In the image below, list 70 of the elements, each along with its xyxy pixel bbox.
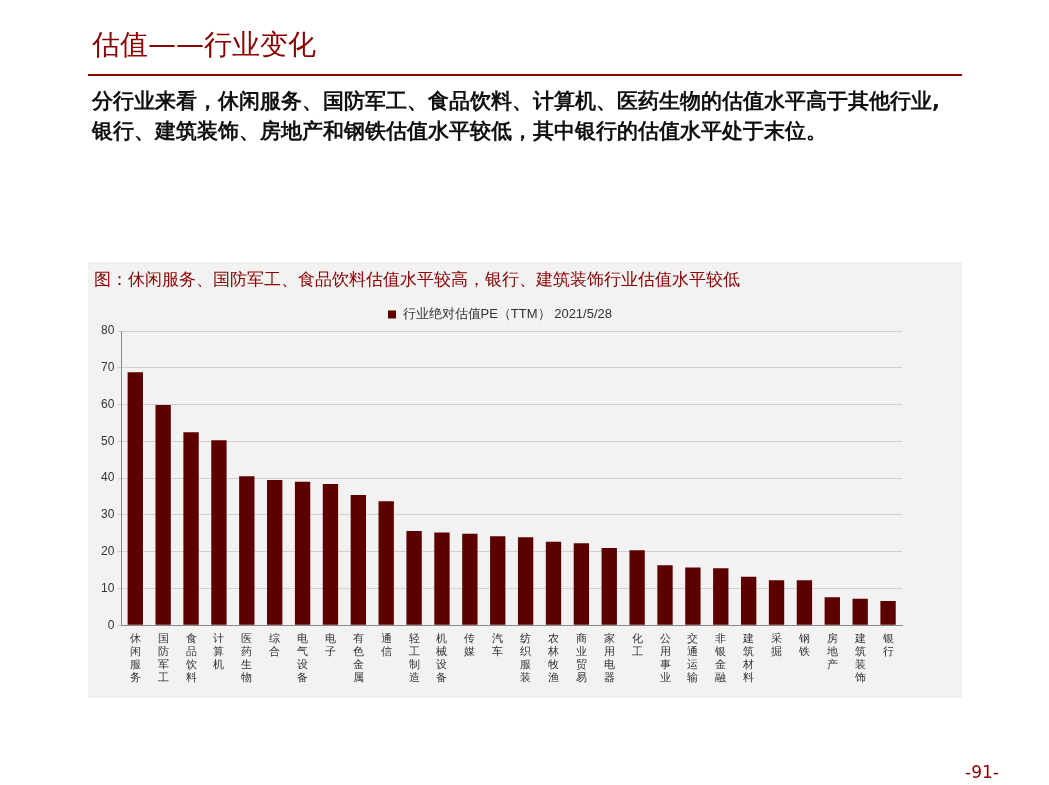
bar (322, 483, 339, 625)
x-tick-label: 建筑装饰 (853, 631, 866, 684)
y-tick-label: 60 (100, 396, 115, 411)
y-tick-label: 50 (100, 433, 115, 448)
x-tick-label: 机械设备 (436, 631, 448, 684)
x-tick-label: 汽车 (492, 631, 504, 658)
x-tick-label: 休闲服务 (129, 631, 141, 684)
x-tick-label: 计算机 (213, 631, 225, 671)
bar (267, 479, 283, 625)
bar (294, 481, 311, 625)
x-tick-label: 采掘 (771, 631, 783, 658)
bar (183, 432, 199, 625)
bar (629, 550, 645, 625)
x-tick-label: 房地产 (825, 631, 838, 671)
legend-label: 行业绝对估值PE（TTM） 2021/5/28 (402, 306, 612, 322)
y-tick-label: 20 (100, 543, 115, 558)
x-tick-label: 钢铁 (797, 631, 810, 658)
chart-title: 图：休闲服务、国防军工、食品饮料估值水平较高，银行、建筑装饰行业估值水平较低 (94, 268, 740, 291)
x-tick-label: 商业贸易 (575, 631, 587, 684)
bar (657, 565, 673, 625)
bar (378, 501, 394, 625)
x-tick-label: 公用事业 (659, 631, 671, 684)
bar (155, 404, 171, 625)
x-tick-label: 有色金属 (352, 631, 364, 684)
text: 分行业来看，休闲服务、国防军工、食品饮料、计算机、医药生物的估值水平高于其他行业, 银行、建筑装饰、房地产和钢铁估值水平较低，其中银行的估值水平处于末位。 (92, 88, 941, 145)
bar (239, 476, 255, 625)
bar (768, 580, 785, 625)
y-tick-label: 70 (100, 360, 115, 375)
y-tick-label: 0 (107, 617, 115, 632)
bar (880, 600, 896, 625)
bar (545, 541, 562, 625)
bar (852, 598, 868, 625)
x-tick-label: 非银金融 (714, 631, 727, 684)
bar (601, 547, 617, 625)
y-tick-label: 30 (100, 507, 115, 522)
bar (740, 576, 757, 625)
x-tick-label: 国防军工 (157, 631, 169, 684)
bar (127, 372, 143, 625)
x-tick-label: 电气设备 (297, 631, 309, 684)
x-tick-label: 通信 (380, 631, 392, 658)
bar (796, 580, 813, 625)
y-tick-label: 10 (100, 580, 115, 595)
bar (462, 533, 478, 625)
x-tick-label: 传媒 (464, 631, 476, 658)
bar (517, 537, 534, 625)
x-tick-label: 轻工制造 (408, 631, 420, 684)
x-tick-label: 银行 (881, 631, 894, 658)
bar (490, 536, 506, 625)
text: 估值——行业变化 (92, 27, 316, 63)
bar (573, 543, 590, 625)
bar (350, 495, 366, 625)
x-tick-label: 农林牧渔 (546, 631, 559, 684)
x-tick-label: 纺织服装 (520, 631, 532, 684)
x-tick-label: 家用电器 (603, 631, 615, 684)
bar (406, 531, 422, 625)
bar (685, 567, 701, 625)
bar (434, 532, 450, 625)
bar (211, 440, 227, 625)
x-tick-label: 食品饮料 (184, 631, 197, 684)
text: -91- (965, 762, 999, 782)
x-tick-label: 医药生物 (241, 631, 253, 684)
x-tick-label: 综合 (269, 631, 281, 658)
y-tick-label: 40 (100, 470, 115, 485)
x-tick-label: 电子 (324, 631, 336, 658)
x-tick-label: 化工 (631, 631, 643, 658)
x-tick-label: 交通运输 (687, 631, 699, 684)
bar (824, 597, 840, 625)
y-tick-label: 80 (100, 323, 115, 338)
x-tick-label: 建筑材料 (742, 631, 755, 684)
bar (713, 568, 729, 625)
